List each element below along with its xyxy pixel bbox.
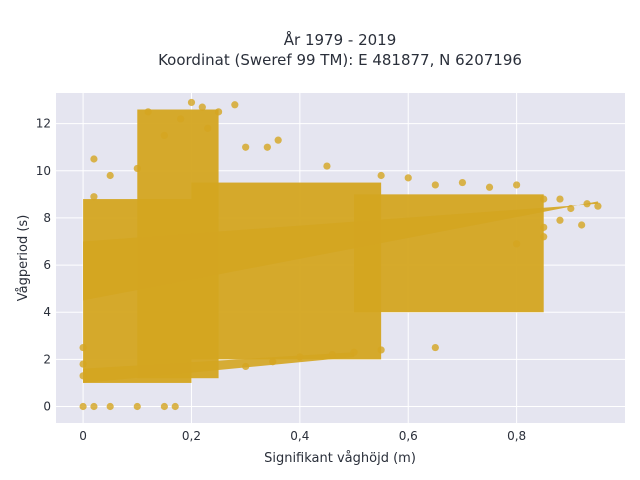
data-point [513, 181, 521, 189]
data-point [144, 108, 152, 116]
x-tick-label: 0,2 [182, 429, 201, 443]
data-point [458, 178, 467, 187]
data-point [377, 346, 385, 354]
data-point [263, 143, 271, 151]
y-tick-label: 6 [43, 258, 51, 272]
data-point [540, 195, 548, 203]
data-point [242, 143, 250, 151]
data-point [106, 402, 114, 411]
data-point [79, 343, 87, 352]
data-point [79, 360, 87, 368]
data-point [567, 204, 575, 213]
data-point [274, 136, 282, 144]
data-point [404, 174, 412, 182]
band-layer [83, 109, 598, 383]
y-tick-label: 0 [43, 400, 51, 414]
data-point [350, 348, 358, 356]
data-point [133, 402, 141, 411]
data-point [269, 358, 277, 366]
y-tick-label: 12 [36, 117, 51, 131]
data-point [540, 223, 548, 231]
y-tick-label: 10 [36, 164, 51, 178]
data-point [231, 101, 239, 109]
data-point [106, 171, 114, 180]
title-block: År 1979 - 2019 Koordinat (Sweref 99 TM):… [0, 30, 640, 70]
data-point [431, 181, 439, 189]
data-point [513, 240, 521, 248]
y-tick-labels: 0 2 4 6 8 10 12 [36, 117, 51, 414]
chart-title: År 1979 - 2019 [283, 31, 397, 49]
data-point [242, 362, 250, 371]
points [79, 98, 602, 411]
data-point [198, 103, 206, 111]
data-point [90, 193, 98, 201]
data-point [328, 351, 336, 359]
y-tick-label: 4 [43, 305, 51, 319]
data-point [540, 233, 548, 241]
data-point [171, 402, 179, 411]
x-tick-label: 0,4 [290, 429, 309, 443]
data-point [79, 372, 87, 380]
data-point [90, 402, 98, 411]
data-point [160, 131, 168, 140]
point-band-upper [83, 201, 598, 301]
data-point [431, 343, 439, 352]
x-tick-label: 0 [79, 429, 87, 443]
data-point [79, 402, 87, 411]
chart-subtitle: Koordinat (Sweref 99 TM): E 481877, N 62… [158, 51, 522, 69]
data-point [177, 115, 185, 123]
data-point [556, 195, 564, 203]
data-point [323, 162, 331, 170]
x-tick-labels: 0 0,2 0,4 0,6 0,8 [79, 429, 526, 443]
y-tick-label: 8 [43, 211, 51, 225]
x-tick-label: 0,6 [399, 429, 418, 443]
data-point [133, 164, 141, 173]
y-axis-label: Vågperiod (s) [16, 215, 31, 302]
data-point [583, 200, 591, 208]
data-point [485, 183, 494, 191]
data-point [90, 155, 98, 163]
x-tick-label: 0,8 [507, 429, 526, 443]
data-point [160, 402, 168, 411]
data-point [296, 353, 304, 361]
data-point [594, 202, 602, 210]
data-point [377, 171, 385, 180]
x-axis-label: Signifikant våghöjd (m) [264, 451, 416, 466]
data-point [556, 216, 564, 224]
data-point [204, 124, 212, 132]
data-point [187, 98, 196, 107]
point-band-lower [83, 352, 355, 383]
y-tick-label: 2 [43, 352, 51, 366]
data-point [578, 221, 586, 229]
data-point [214, 108, 223, 116]
